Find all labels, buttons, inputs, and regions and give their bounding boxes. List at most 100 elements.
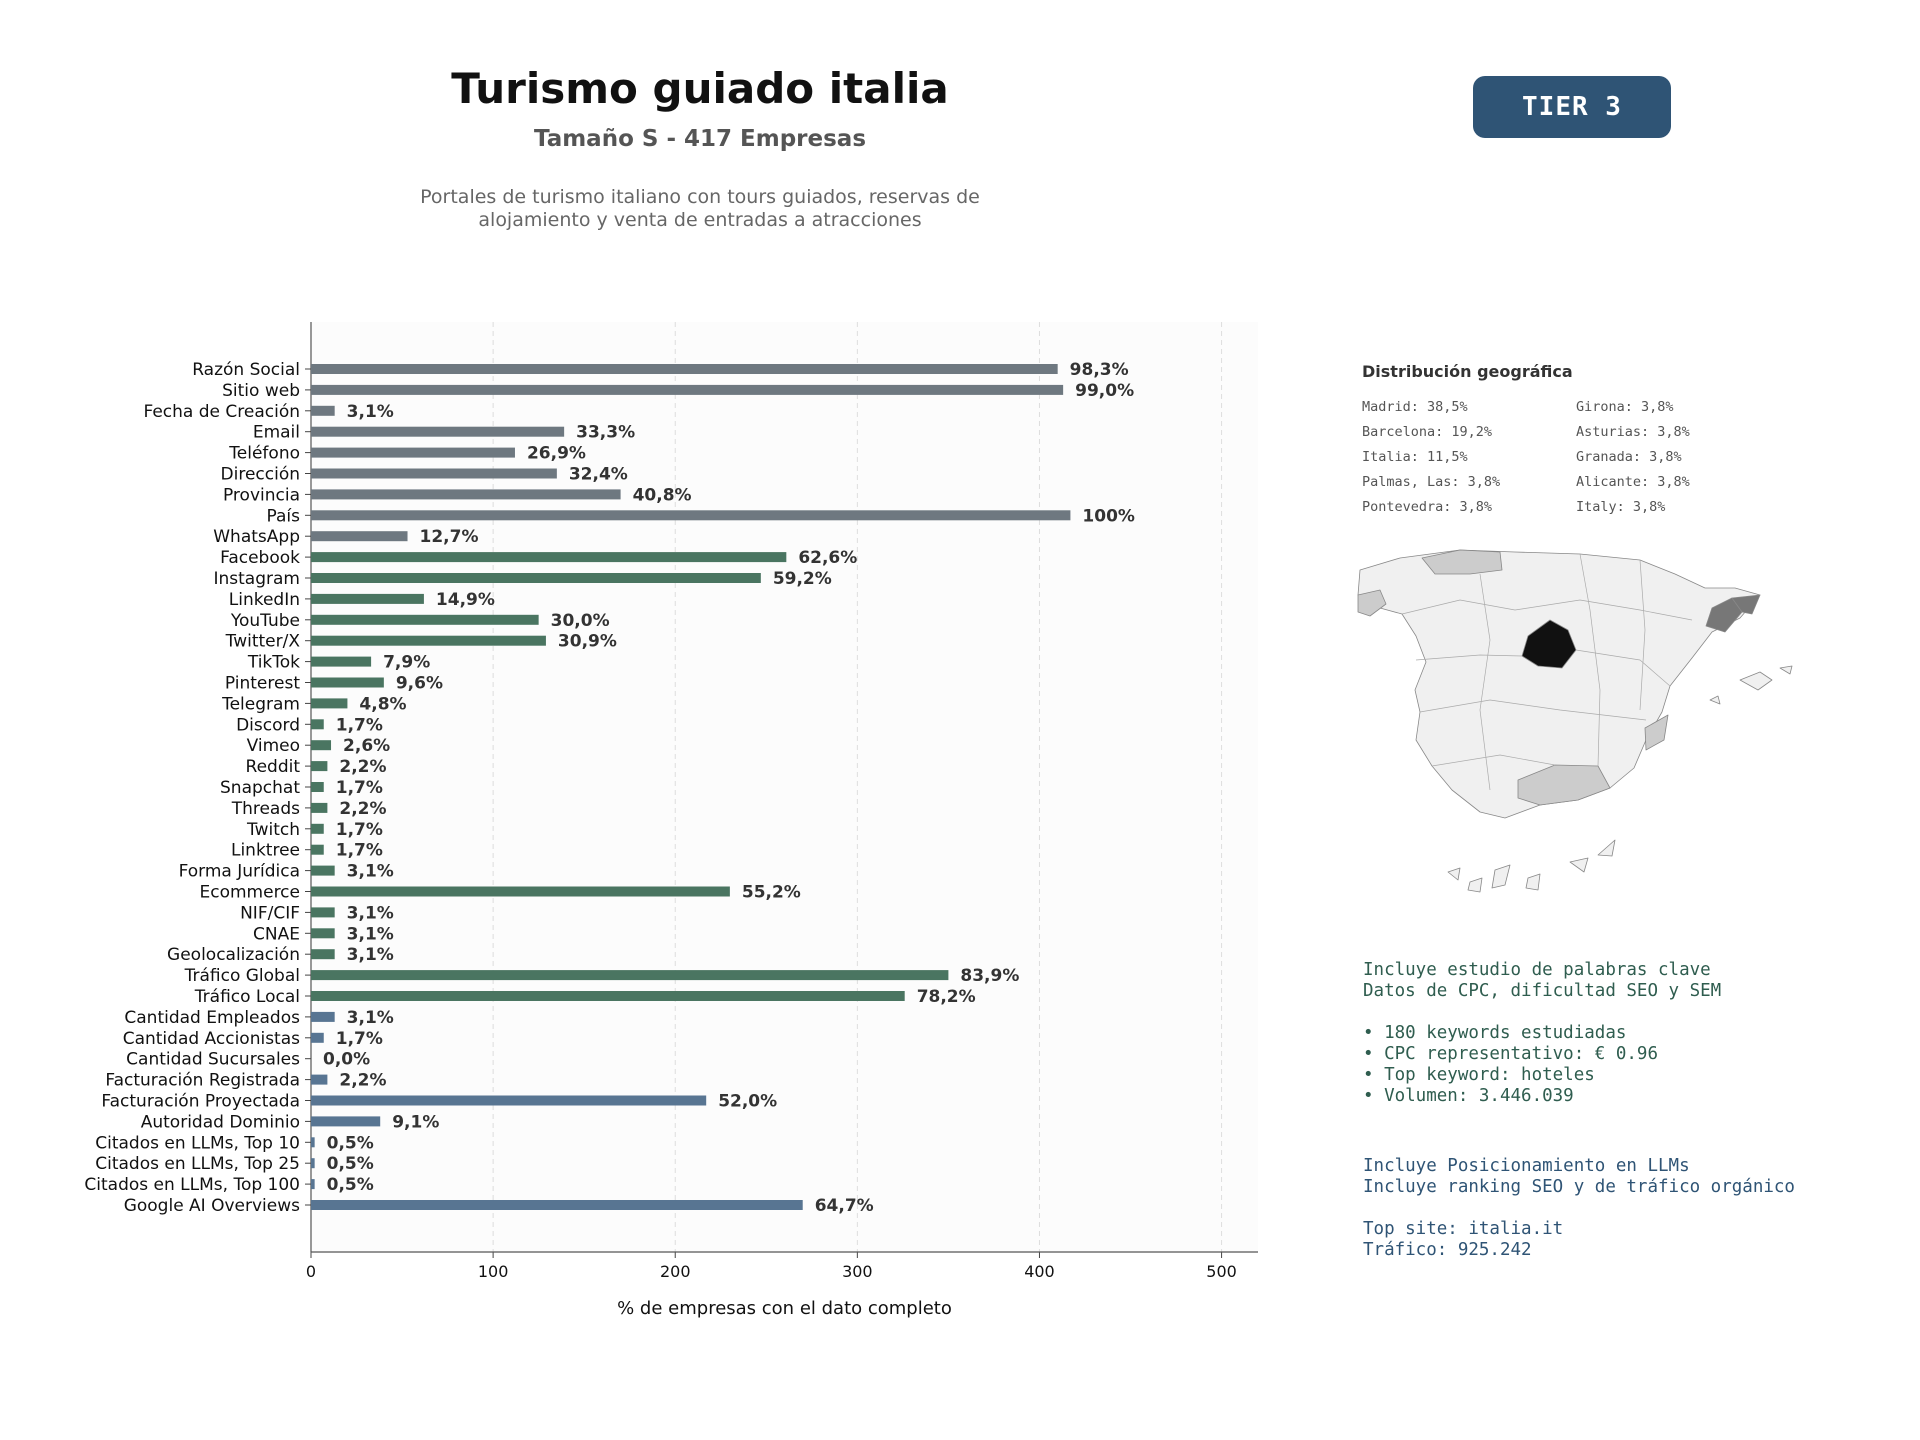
geo-title: Distribución geográfica: [1362, 362, 1573, 381]
bar: [311, 447, 515, 458]
category-label: Twitter/X: [225, 632, 301, 652]
category-label: Citados en LLMs, Top 100: [84, 1175, 300, 1195]
geo-item: Barcelona: 19,2%: [1362, 424, 1493, 440]
category-label: Threads: [231, 799, 300, 819]
category-label: Pinterest: [225, 674, 300, 694]
bar: [311, 426, 565, 437]
llm-positioning: Incluye Posicionamiento en LLMs Incluye …: [1363, 1156, 1903, 1261]
data-label: 2,6%: [343, 736, 390, 756]
keyword-line: Datos de CPC, dificultad SEO y SEM: [1363, 981, 1722, 1001]
category-label: Citados en LLMs, Top 25: [95, 1154, 300, 1174]
bar: [311, 1137, 315, 1148]
bar: [311, 1200, 803, 1210]
spain-map: [1340, 540, 1850, 910]
data-label: 2,2%: [339, 1071, 386, 1091]
geo-item: Girona: 3,8%: [1576, 399, 1674, 415]
map-girona: [1731, 594, 1761, 615]
x-tick-label: 300: [842, 1262, 873, 1281]
data-label: 9,6%: [396, 674, 443, 694]
llm-line: Top site: italia.it: [1363, 1219, 1564, 1239]
bar: [311, 844, 324, 855]
data-label: 1,7%: [336, 778, 383, 798]
category-label: Email: [253, 423, 300, 443]
bar-chart: 0 100 200 300 400 500 Razón Social 98,3% Sitio w…: [84, 322, 1258, 1319]
llm-line: Incluye ranking SEO y de tráfico orgánic…: [1363, 1177, 1795, 1197]
category-label: Razón Social: [192, 360, 300, 380]
x-tick-label: 100: [478, 1262, 509, 1281]
data-label: 2,2%: [339, 757, 386, 777]
data-label: 0,5%: [327, 1133, 374, 1153]
map-pontevedra: [1357, 589, 1387, 617]
map-canary: [1597, 839, 1616, 857]
data-label: 1,7%: [336, 841, 383, 861]
bar: [311, 823, 324, 834]
map-barcelona: [1705, 597, 1743, 633]
geo-item: Italy: 3,8%: [1576, 499, 1666, 515]
data-label: 26,9%: [527, 444, 586, 464]
category-label: Ecommerce: [200, 883, 301, 903]
geo-list: Madrid: 38,5% Girona: 3,8% Barcelona: 19…: [1362, 399, 1822, 515]
data-label: 83,9%: [960, 966, 1019, 986]
keyword-bullet: • CPC representativo: € 0.96: [1363, 1044, 1659, 1064]
llm-line: Tráfico: 925.242: [1363, 1240, 1532, 1260]
bar: [311, 384, 1064, 395]
data-label: 62,6%: [798, 548, 857, 568]
description-line-2: alojamiento y venta de entradas a atracc…: [478, 209, 922, 231]
bar: [311, 970, 949, 981]
data-label: 3,1%: [347, 924, 394, 944]
bar: [311, 928, 335, 939]
map-canary: [1569, 857, 1589, 873]
geo-item: Granada: 3,8%: [1576, 449, 1682, 465]
bar: [311, 698, 348, 709]
category-label: CNAE: [253, 924, 300, 944]
map-madrid: [1521, 619, 1577, 669]
map-mainland: [1357, 549, 1761, 819]
data-label: 1,7%: [336, 715, 383, 735]
data-label: 4,8%: [359, 694, 406, 714]
category-label: Geolocalización: [167, 945, 300, 965]
map-canary: [1525, 873, 1541, 891]
data-label: 52,0%: [718, 1092, 777, 1112]
data-label: 0,0%: [323, 1050, 370, 1070]
bar: [311, 573, 761, 583]
data-label: 3,1%: [347, 903, 394, 923]
category-label: Google AI Overviews: [124, 1196, 300, 1216]
map-balearic: [1779, 665, 1793, 675]
bar: [311, 468, 557, 479]
page-subtitle: Tamaño S - 417 Empresas: [533, 126, 867, 152]
bar: [311, 364, 1058, 374]
geo-item: Pontevedra: 3,8%: [1362, 499, 1493, 515]
data-label: 14,9%: [436, 590, 495, 610]
data-label: 99,0%: [1075, 381, 1134, 401]
x-tick-label: 0: [306, 1262, 316, 1281]
data-label: 32,4%: [569, 465, 628, 485]
map-canary: [1447, 867, 1461, 881]
data-label: 0,5%: [327, 1175, 374, 1195]
plot-area: [311, 322, 1258, 1252]
category-label: Facturación Registrada: [105, 1071, 300, 1091]
category-label: Provincia: [223, 485, 300, 505]
bar: [311, 1074, 328, 1085]
data-label: 40,8%: [633, 485, 692, 505]
bar: [311, 510, 1071, 521]
bar: [311, 593, 424, 604]
data-label: 1,7%: [336, 820, 383, 840]
category-label: Dirección: [221, 465, 300, 485]
map-asturias: [1421, 549, 1503, 575]
bar: [311, 635, 546, 646]
bar: [311, 531, 408, 542]
category-label: Tráfico Global: [184, 966, 300, 986]
geo-item: Alicante: 3,8%: [1576, 474, 1690, 490]
map-granada: [1517, 764, 1611, 806]
geo-item: Asturias: 3,8%: [1576, 424, 1690, 440]
category-label: YouTube: [230, 611, 300, 631]
category-label: Sitio web: [222, 381, 300, 401]
bar: [311, 782, 324, 792]
data-label: 3,1%: [347, 1008, 394, 1028]
data-label: 59,2%: [773, 569, 832, 589]
x-axis-label: % de empresas con el dato completo: [617, 1298, 952, 1319]
category-label: Snapchat: [220, 778, 300, 798]
category-label: WhatsApp: [213, 527, 300, 547]
bar: [311, 1158, 315, 1169]
category-label: Instagram: [214, 569, 301, 589]
